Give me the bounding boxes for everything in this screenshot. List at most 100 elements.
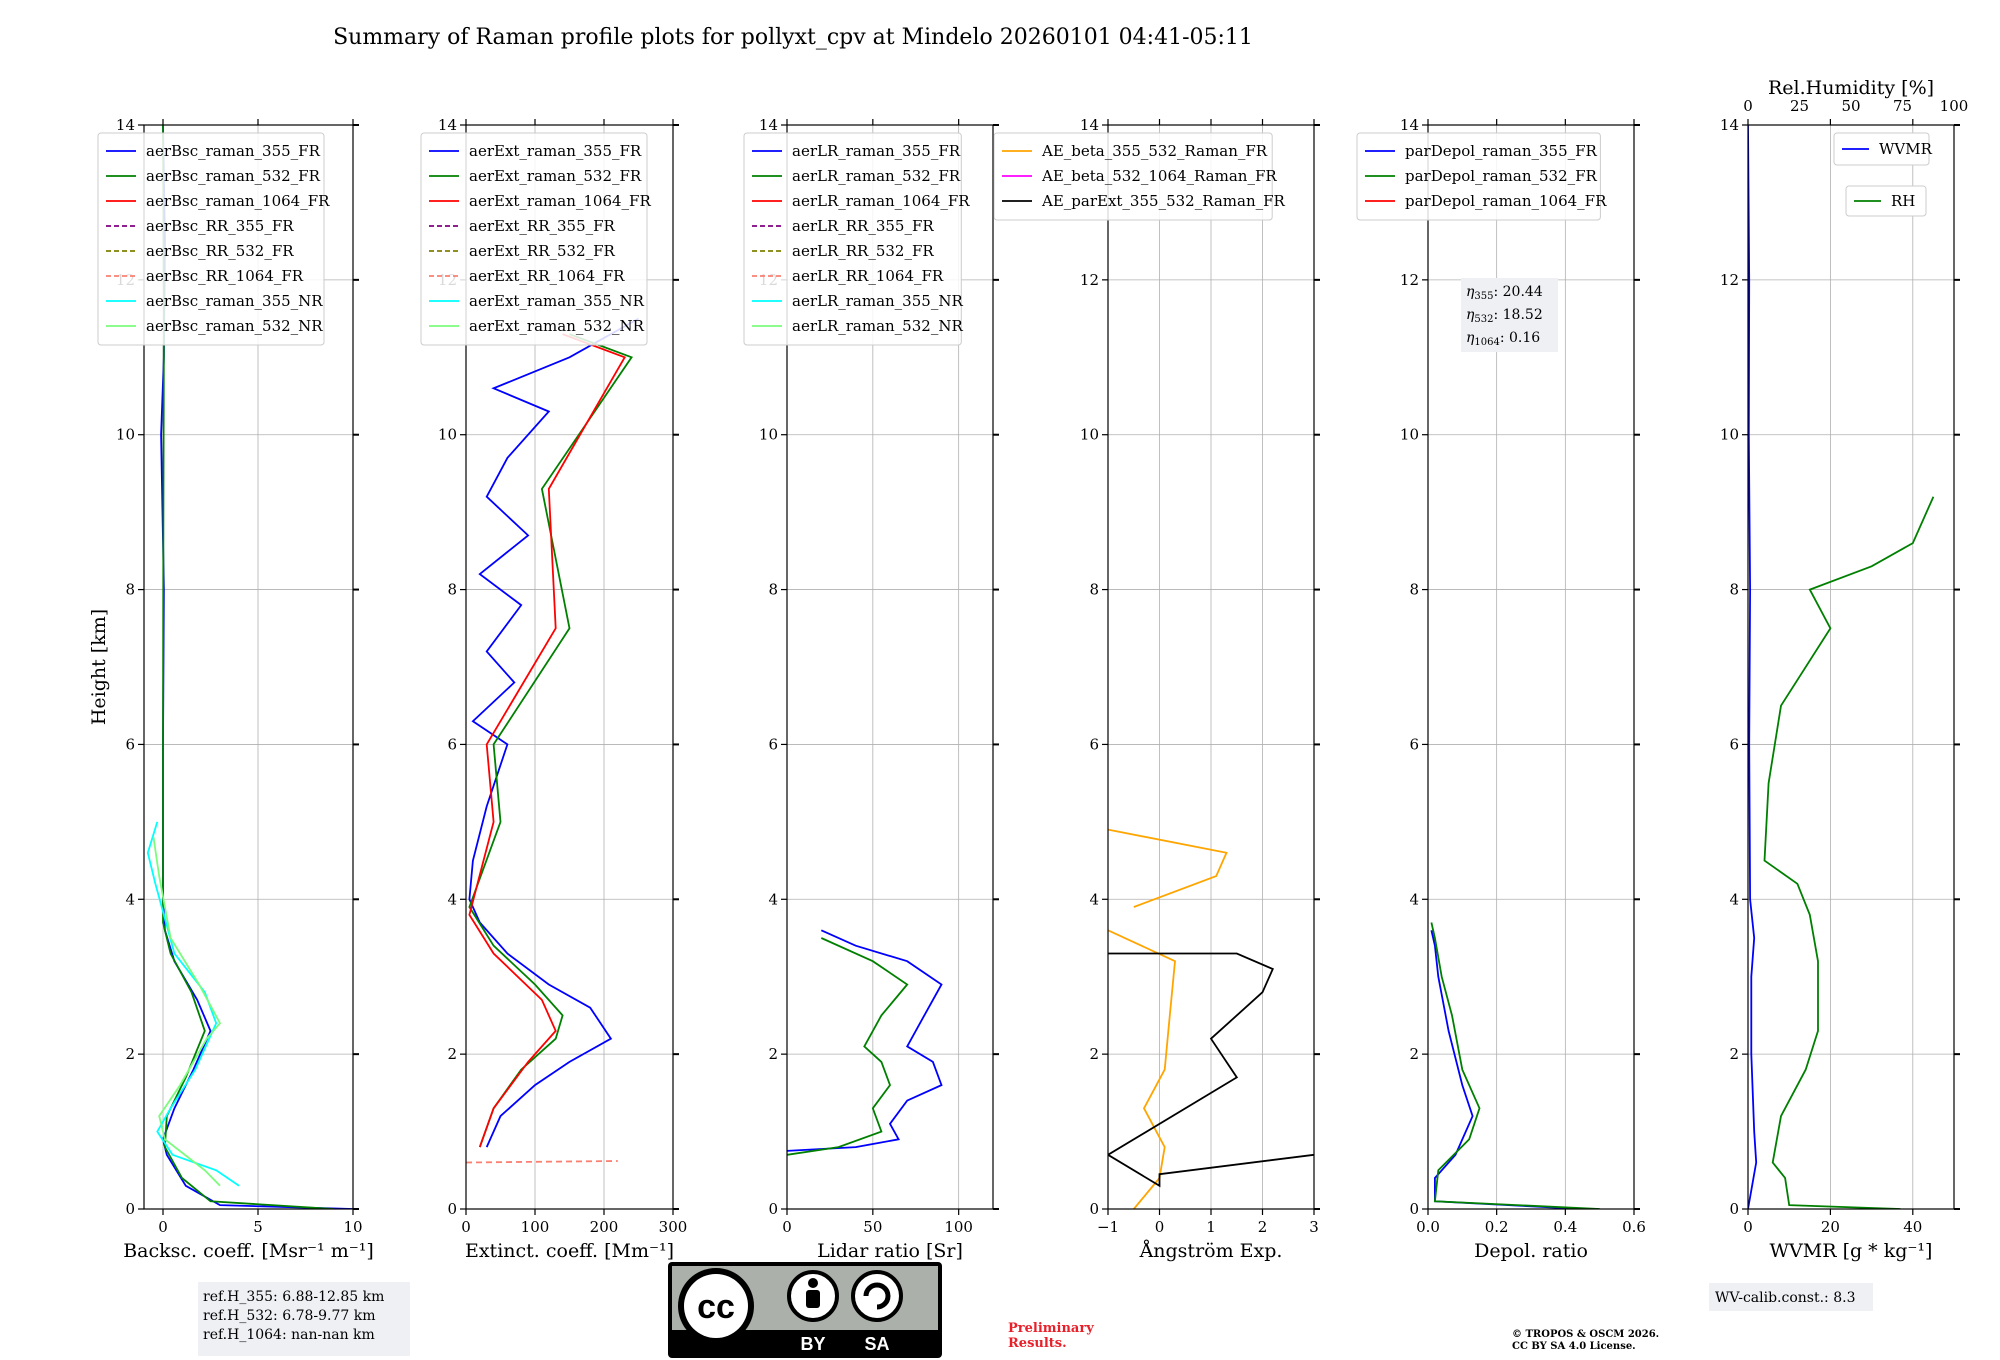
series-ext-3	[466, 1160, 618, 1164]
xlabel-lr: Lidar ratio [Sr]	[817, 1240, 963, 1262]
xtick-label-depol-0: 0.0	[1416, 1218, 1440, 1236]
series-depol-0	[1430, 930, 1583, 1209]
preliminary-line-2: Results.	[1008, 1336, 1067, 1351]
ytick-label-lr-2: 4	[768, 890, 778, 908]
xtick-label-ae-3: 2	[1258, 1218, 1268, 1236]
legend-label-depol-1: parDepol_raman_532_FR	[1405, 167, 1598, 185]
ytick-label-ext-5: 10	[438, 426, 457, 444]
legend-label-ext-7: aerExt_raman_532_NR	[469, 317, 645, 335]
series-group-ae	[1108, 828, 1314, 1209]
ytick-label-ae-6: 12	[1080, 271, 1099, 289]
xtick-label-ae-0: −1	[1097, 1218, 1119, 1236]
legend-label-bsc-2: aerBsc_raman_1064_FR	[146, 192, 330, 210]
ytick-label-ext-0: 0	[447, 1200, 457, 1218]
legend-label-depol-0: parDepol_raman_355_FR	[1405, 142, 1598, 160]
xtick-label-bsc-1: 5	[253, 1218, 263, 1236]
xlabel-wv: WVMR [g * kg⁻¹]	[1770, 1240, 1933, 1262]
ytick-label-lr-0: 0	[768, 1200, 778, 1218]
ytick-label-wv-1: 2	[1729, 1045, 1739, 1063]
ytick-label-ae-1: 2	[1089, 1045, 1099, 1063]
xtick-label-depol-1: 0.2	[1485, 1218, 1509, 1236]
eta-box	[1461, 278, 1558, 352]
xlabel-depol: Depol. ratio	[1474, 1240, 1588, 1262]
legend-label-lr-1: aerLR_raman_532_FR	[792, 167, 961, 185]
legend-label-ext-1: aerExt_raman_532_FR	[469, 167, 642, 185]
legend-box-ae	[993, 132, 1273, 221]
series-ae-2	[1108, 828, 1228, 908]
legend-label-bsc-4: aerBsc_RR_532_FR	[146, 242, 294, 260]
xtick-label-wv-2: 40	[1903, 1218, 1922, 1236]
xtick-label-ae-4: 3	[1309, 1218, 1319, 1236]
legend-label-ae-1: AE_beta_532_1064_Raman_FR	[1041, 167, 1277, 185]
legend-depol: parDepol_raman_355_FR parDepol_raman_532_…	[1356, 132, 1607, 221]
ytick-label-depol-6: 12	[1400, 271, 1419, 289]
series-ext-0	[468, 317, 639, 1148]
ytick-label-bsc-7: 14	[116, 116, 135, 134]
legend-ext: aerExt_raman_355_FR aerExt_raman_532_FRae…	[420, 132, 651, 346]
legend-label-lr-4: aerLR_RR_532_FR	[792, 242, 934, 260]
wv-calib-box: WV-calib.const.: 8.3	[1709, 1283, 1873, 1311]
xtick-label-ext-2: 200	[590, 1218, 619, 1236]
ytick-label-ext-2: 4	[447, 890, 457, 908]
ylabel-bsc: Height [km]	[88, 609, 110, 725]
ytick-label-wv-6: 12	[1720, 271, 1739, 289]
ref-h-1064: ref.H_1064: nan-nan km	[203, 1327, 375, 1343]
xlabel-bsc: Backsc. coeff. [Msr⁻¹ m⁻¹]	[123, 1240, 374, 1262]
series-lr-0	[787, 929, 943, 1152]
ytick-label-bsc-2: 4	[125, 890, 135, 908]
plot-frame-wv	[1747, 124, 1955, 1210]
ytick-label-wv-5: 10	[1720, 426, 1739, 444]
series-bsc-3	[152, 837, 222, 1187]
series-wv-0	[1748, 125, 1758, 1209]
panel-bsc: 024681012140510Backsc. coeff. [Msr⁻¹ m⁻¹…	[88, 116, 374, 1262]
ref-heights-box: ref.H_355: 6.88-12.85 km ref.H_532: 6.78…	[198, 1282, 410, 1356]
plot-frame-ext	[465, 124, 674, 1210]
legend-label-depol-2: parDepol_raman_1064_FR	[1405, 192, 1607, 210]
top-xlabel-wv: Rel.Humidity [%]	[1768, 77, 1934, 99]
series-ext-2	[468, 333, 627, 1148]
legend-box-lr	[743, 132, 962, 346]
ytick-label-lr-4: 8	[768, 581, 778, 599]
legend-label-ae-2: AE_parExt_355_532_Raman_FR	[1041, 192, 1286, 210]
ytick-label-lr-1: 2	[768, 1045, 778, 1063]
legend-label-ext-6: aerExt_raman_355_NR	[469, 292, 645, 310]
legend-label-lr-6: aerLR_raman_355_NR	[792, 292, 963, 310]
ytick-label-bsc-5: 10	[116, 426, 135, 444]
xtick-label-lr-2: 100	[944, 1218, 973, 1236]
legend-ae: AE_beta_355_532_Raman_FR AE_beta_532_1064…	[993, 132, 1286, 221]
cc-logo-icon	[684, 1274, 748, 1338]
legend-lr: aerLR_raman_355_FR aerLR_raman_532_FR aerL…	[743, 132, 970, 346]
legend-label-bsc-7: aerBsc_raman_532_NR	[146, 317, 323, 335]
plot-frame-bsc	[143, 124, 354, 1210]
legend-box-ext	[420, 132, 648, 346]
legend-box-bsc	[97, 132, 325, 346]
legend-box-depol	[1356, 132, 1601, 221]
ytick-label-bsc-1: 2	[125, 1045, 135, 1063]
top-xtick-label-wv-3: 75	[1893, 97, 1912, 115]
by-person-head	[808, 1278, 818, 1288]
xtick-label-ae-2: 1	[1206, 1218, 1216, 1236]
legend-label-bsc-5: aerBsc_RR_1064_FR	[146, 267, 304, 285]
legend-label-bsc-6: aerBsc_raman_355_NR	[146, 292, 323, 310]
xtick-label-bsc-0: 0	[158, 1218, 168, 1236]
ytick-label-depol-5: 10	[1400, 426, 1419, 444]
legend-box-wvmr	[1833, 132, 1930, 166]
series-group-wv	[1748, 125, 1935, 1209]
ytick-label-ae-4: 8	[1089, 581, 1099, 599]
ytick-label-bsc-0: 0	[125, 1200, 135, 1218]
eta-line-0: η355: 20.44	[1466, 284, 1543, 302]
sa-arrow-icon	[863, 1282, 891, 1310]
series-depol-1	[1430, 922, 1600, 1209]
figure-title: Summary of Raman profile plots for polly…	[333, 25, 1253, 50]
plot-frame-depol	[1427, 124, 1635, 1210]
depol-eta-annotation: η355: 20.44 η532: 18.52 η1064: 0.16	[1461, 278, 1558, 352]
copyright-line-1: © TROPOS & OSCM 2026.	[1512, 1329, 1659, 1340]
legend-label-lr-5: aerLR_RR_1064_FR	[792, 267, 944, 285]
series-group-bsc	[146, 125, 353, 1209]
ytick-label-ext-3: 6	[447, 735, 457, 753]
xtick-label-ext-0: 0	[461, 1218, 471, 1236]
legend-label-bsc-3: aerBsc_RR_355_FR	[146, 217, 294, 235]
legend-label-lr-2: aerLR_raman_1064_FR	[792, 192, 970, 210]
